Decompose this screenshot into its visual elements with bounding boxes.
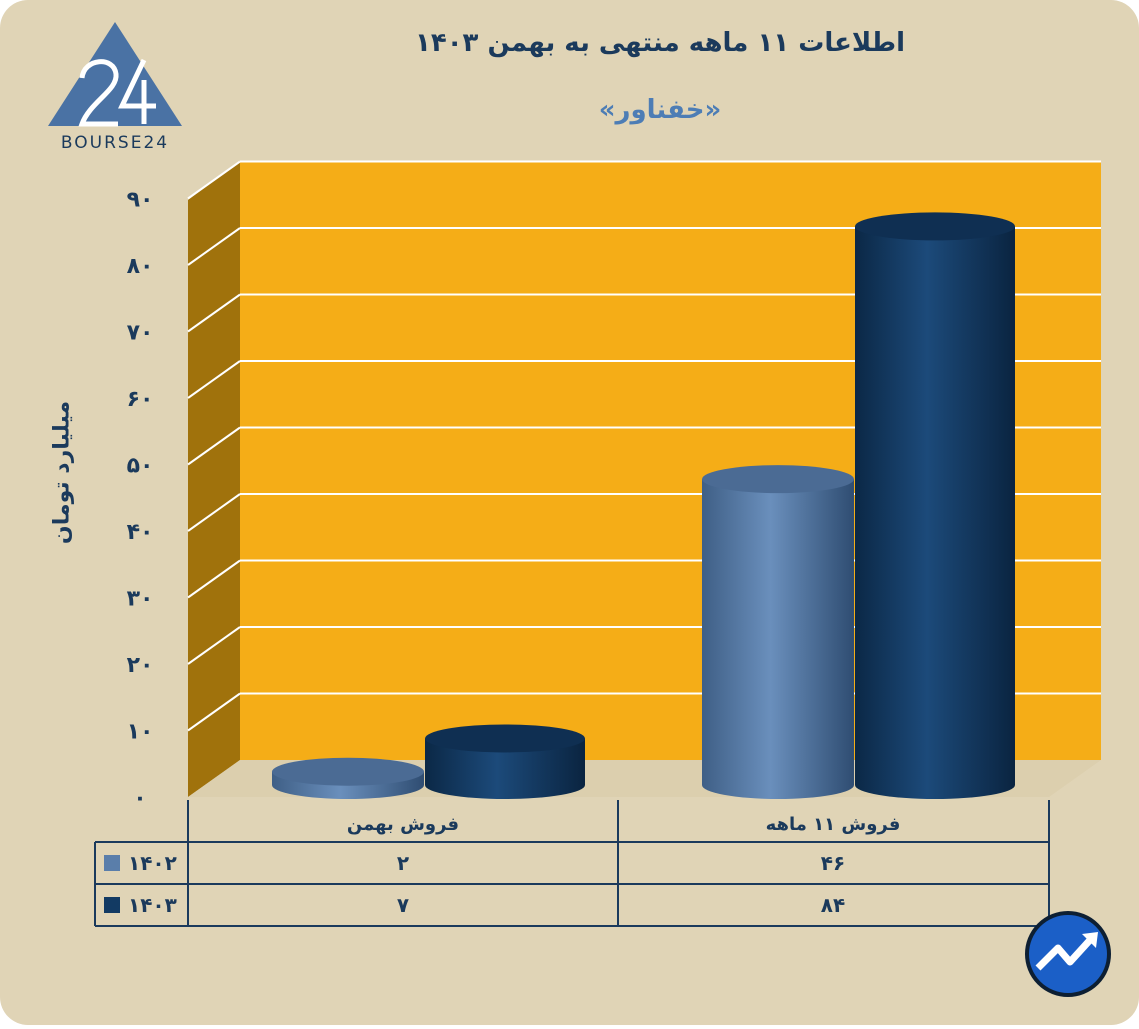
bars xyxy=(272,212,1015,799)
chart-subtitle: «خفناور» xyxy=(598,95,722,125)
trend-up-logo-icon xyxy=(1025,911,1111,997)
bar xyxy=(425,738,585,799)
y-tick-label: ۷۰ xyxy=(127,321,154,346)
gridline-side xyxy=(187,426,241,466)
bar-top xyxy=(425,724,585,753)
bar xyxy=(702,479,854,799)
gridline-side xyxy=(187,493,241,532)
gridline-side xyxy=(187,160,241,200)
bar-top xyxy=(702,465,854,494)
y-axis-label: میلیارد تومان xyxy=(49,400,75,545)
y-tick-label: ۶۰ xyxy=(127,387,154,412)
y-tick-label: ۵۰ xyxy=(127,454,154,479)
logo-text: BOURSE24 xyxy=(60,133,170,153)
gridline-side xyxy=(187,559,241,599)
y-tick-label: ۲۰ xyxy=(127,653,154,678)
y-tick-label: ۱۰ xyxy=(127,720,154,745)
legend-label: ۱۴۰۲ xyxy=(128,851,177,875)
gridline-side xyxy=(187,293,241,333)
category-label: فروش ۱۱ ماهه xyxy=(766,814,901,835)
chart-title: اطلاعات ۱۱ ماهه منتهی به بهمن ۱۴۰۳ xyxy=(414,28,906,58)
data-table: فروش بهمن فروش ۱۱ ماهه ۱۴۰۲ ۲ ۴۶ ۱۴۰۳ ۷ ۸۴ xyxy=(94,800,1050,927)
gridline-side xyxy=(187,692,241,732)
legend-swatch xyxy=(104,855,120,871)
y-tick-label: ۹۰ xyxy=(127,188,154,213)
bar-top xyxy=(272,757,424,786)
table-cell-value: ۸۴ xyxy=(821,893,845,917)
bar-top xyxy=(855,212,1015,241)
plot-side-wall xyxy=(188,161,240,797)
y-tick-label: ۳۰ xyxy=(127,587,154,612)
gridline-side xyxy=(187,227,241,266)
y-tick-label: ۰ xyxy=(133,786,146,811)
gridline-side xyxy=(187,626,241,665)
gridline-side xyxy=(187,360,241,399)
y-tick-labels: ۰ ۱۰ ۲۰ ۳۰ ۴۰ ۵۰ ۶۰ ۷۰ ۸۰ ۹۰ xyxy=(127,188,154,812)
table-cell-value: ۷ xyxy=(397,893,409,917)
y-tick-label: ۴۰ xyxy=(127,520,154,545)
table-cell-value: ۴۶ xyxy=(821,851,845,875)
table-cell-value: ۲ xyxy=(397,851,409,875)
bar xyxy=(855,226,1015,799)
legend-swatch xyxy=(104,897,120,913)
bourse24-logo xyxy=(48,22,182,127)
legend-label: ۱۴۰۳ xyxy=(128,893,177,917)
category-label: فروش بهمن xyxy=(347,814,459,835)
y-tick-label: ۸۰ xyxy=(127,254,154,279)
